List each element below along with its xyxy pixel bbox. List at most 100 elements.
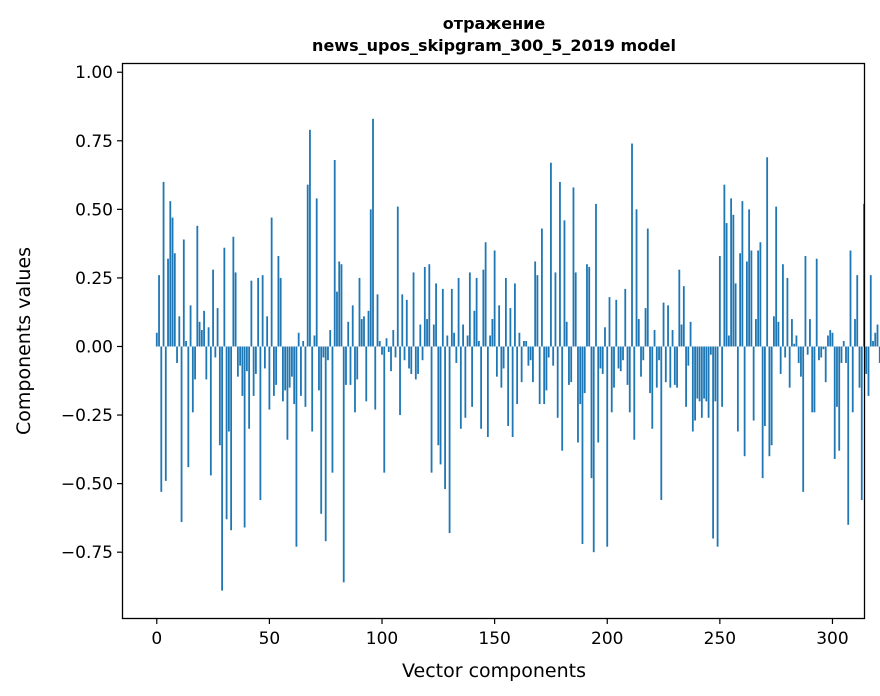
bar-236 [687, 346, 690, 366]
bar-159 [514, 283, 516, 347]
x-axis-label: Vector components [402, 660, 586, 682]
bar-63 [297, 332, 300, 347]
bar-80 [336, 291, 338, 347]
bar-30 [223, 247, 226, 347]
x-tick-label-250: 250 [704, 629, 736, 649]
bar-162 [520, 346, 523, 383]
plot-frame [121, 62, 866, 620]
bar-89 [356, 346, 359, 380]
bar-47 [261, 275, 264, 347]
bar-21 [203, 310, 205, 347]
bar-102 [385, 338, 388, 347]
bar-289 [806, 346, 809, 355]
bar-72 [318, 346, 320, 391]
bar-31 [225, 346, 228, 520]
bar-262 [745, 261, 748, 347]
bar-8 [173, 253, 176, 347]
bar-120 [426, 319, 428, 347]
bar-146 [484, 242, 487, 347]
bar-157 [509, 308, 512, 347]
bar-91 [360, 319, 363, 347]
bar-154 [502, 346, 505, 369]
bar-213 [635, 209, 638, 347]
bar-302 [836, 346, 838, 407]
bar-200 [606, 346, 609, 547]
y-tick-label-0: −0.75 [61, 543, 113, 563]
bar-18 [196, 225, 199, 347]
bar-198 [601, 346, 604, 374]
bar-284 [795, 335, 798, 347]
bar-307 [847, 346, 850, 525]
bar-223 [658, 346, 660, 361]
bar-275 [775, 206, 778, 347]
bar-49 [266, 316, 269, 347]
bar-291 [811, 346, 814, 413]
bar-16 [191, 346, 194, 413]
bar-46 [259, 346, 262, 501]
bar-256 [732, 214, 735, 347]
bar-33 [230, 346, 233, 531]
bar-161 [518, 332, 521, 347]
bar-175 [550, 162, 552, 347]
bar-144 [480, 346, 483, 429]
bar-43 [252, 346, 255, 396]
bar-257 [734, 283, 737, 347]
bar-77 [329, 330, 332, 347]
bar-258 [736, 346, 739, 432]
bar-163 [523, 341, 525, 347]
bar-231 [676, 346, 678, 388]
bar-180 [561, 346, 564, 451]
bar-216 [642, 346, 645, 361]
bar-184 [570, 346, 573, 383]
bar-320 [876, 324, 879, 347]
bar-196 [597, 346, 600, 443]
bar-103 [387, 346, 390, 352]
bar-36 [236, 346, 239, 377]
bar-293 [815, 258, 818, 347]
y-tick-label-5: 0.50 [75, 200, 113, 220]
bar-260 [741, 201, 744, 347]
bar-204 [615, 299, 618, 347]
bar-267 [757, 250, 760, 347]
bar-81 [338, 261, 341, 347]
y-tick-label-1: −0.50 [61, 475, 113, 495]
x-tick-label-200: 200 [591, 629, 623, 649]
bar-230 [673, 346, 676, 385]
bar-285 [797, 346, 800, 363]
bar-155 [504, 277, 507, 347]
bar-237 [689, 321, 692, 347]
chart-title-line-1: отражение [443, 14, 546, 33]
bar-186 [574, 272, 577, 347]
bar-142 [475, 277, 478, 347]
bar-233 [680, 324, 683, 347]
bar-208 [624, 288, 627, 347]
bar-158 [511, 346, 514, 437]
bar-173 [545, 346, 548, 391]
bar-243 [703, 346, 705, 399]
bar-44 [254, 346, 257, 374]
bar-84 [345, 346, 347, 385]
bar-197 [599, 346, 602, 369]
bar-93 [365, 346, 368, 402]
bar-78 [331, 346, 334, 473]
x-tick-label-50: 50 [259, 629, 281, 649]
bar-304 [840, 346, 843, 363]
bar-266 [754, 319, 757, 347]
y-tick-label-2: −0.25 [61, 406, 113, 426]
bar-244 [705, 346, 708, 402]
bar-226 [664, 346, 667, 383]
bar-305 [842, 341, 845, 347]
bar-106 [394, 346, 397, 358]
bar-203 [613, 346, 615, 388]
bar-92 [363, 316, 365, 347]
bar-316 [867, 346, 870, 396]
bar-115 [414, 346, 417, 380]
bar-55 [279, 277, 282, 347]
bar-1 [158, 275, 160, 347]
bar-37 [239, 346, 242, 366]
bar-145 [482, 269, 485, 347]
bar-214 [637, 319, 640, 347]
bar-35 [234, 272, 237, 347]
bar-14 [187, 346, 190, 468]
bar-283 [793, 343, 796, 347]
